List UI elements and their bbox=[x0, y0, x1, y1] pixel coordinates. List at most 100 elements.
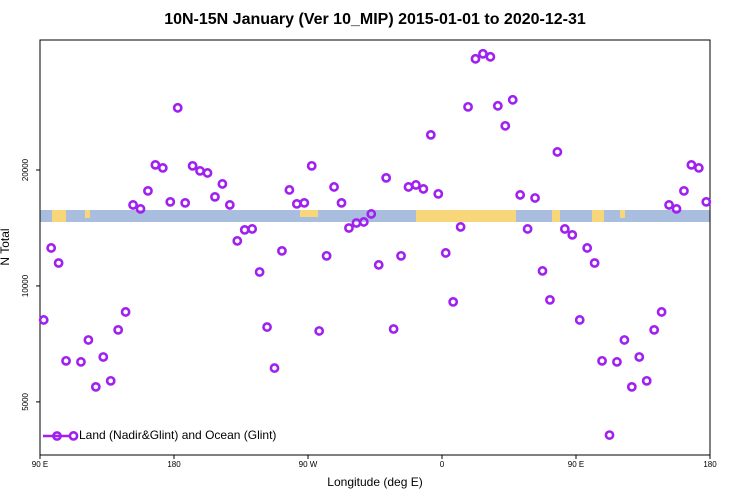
data-point bbox=[150, 159, 161, 170]
data-point bbox=[515, 190, 526, 200]
data-point bbox=[187, 160, 198, 171]
data-point bbox=[537, 266, 548, 276]
data-point bbox=[46, 243, 57, 253]
data-point bbox=[507, 94, 518, 105]
data-point bbox=[559, 224, 570, 234]
x-tick-label: 90 W bbox=[299, 460, 318, 469]
data-point bbox=[567, 229, 578, 240]
data-point bbox=[448, 297, 459, 307]
data-point bbox=[686, 159, 697, 170]
data-point bbox=[239, 224, 250, 235]
data-point bbox=[306, 160, 317, 171]
data-point bbox=[485, 51, 496, 62]
data-point bbox=[478, 48, 488, 59]
chart-title: 10N-15N January (Ver 10_MIP) 2015-01-01 … bbox=[164, 11, 586, 28]
x-tick-label: 180 bbox=[703, 460, 717, 469]
data-point bbox=[53, 258, 64, 268]
data-point bbox=[90, 381, 101, 392]
y-tick-label: 10000 bbox=[21, 274, 30, 297]
data-point bbox=[247, 224, 258, 234]
data-point bbox=[232, 235, 243, 246]
data-point bbox=[329, 182, 339, 192]
data-point bbox=[299, 197, 310, 208]
data-point bbox=[612, 357, 622, 367]
data-point bbox=[76, 357, 86, 367]
data-point bbox=[388, 324, 399, 334]
data-point bbox=[113, 324, 124, 335]
plot-frame bbox=[39, 39, 711, 456]
data-point bbox=[418, 184, 429, 194]
data-point bbox=[381, 172, 392, 183]
data-point bbox=[120, 307, 131, 317]
data-point bbox=[649, 324, 660, 335]
data-point bbox=[582, 243, 593, 253]
data-point bbox=[284, 185, 295, 195]
data-point bbox=[701, 196, 712, 207]
y-tick-label: 5000 bbox=[21, 392, 30, 410]
data-point bbox=[455, 222, 466, 232]
data-point bbox=[157, 163, 168, 173]
data-point bbox=[552, 147, 563, 157]
x-tick-label: 90 E bbox=[32, 460, 48, 469]
data-point bbox=[195, 166, 205, 176]
data-point bbox=[396, 250, 406, 261]
data-point bbox=[224, 200, 235, 210]
data-point bbox=[83, 335, 94, 345]
data-point bbox=[291, 198, 302, 209]
data-point bbox=[135, 203, 146, 214]
data-point bbox=[217, 179, 228, 189]
data-point bbox=[165, 196, 176, 207]
data-point bbox=[180, 197, 191, 208]
data-point bbox=[604, 430, 615, 440]
y-axis-label: N Total bbox=[0, 228, 12, 265]
data-point bbox=[589, 258, 600, 268]
data-point bbox=[492, 100, 503, 111]
data-point bbox=[61, 355, 71, 366]
y-tick-label: 20000 bbox=[21, 158, 30, 181]
data-point bbox=[433, 188, 444, 199]
data-point bbox=[210, 191, 220, 202]
x-tick-label: 180 bbox=[167, 460, 181, 469]
data-point bbox=[344, 223, 354, 233]
data-point bbox=[656, 307, 667, 317]
data-point bbox=[105, 375, 116, 386]
data-point bbox=[128, 200, 138, 210]
data-point bbox=[351, 218, 362, 228]
data-point bbox=[269, 363, 280, 373]
data-point bbox=[277, 246, 287, 256]
legend-marker bbox=[52, 431, 62, 441]
legend-label: Land (Nadir&Glint) and Ocean (Glint) bbox=[79, 428, 276, 442]
data-point bbox=[321, 250, 332, 261]
data-point bbox=[366, 209, 377, 219]
data-point bbox=[671, 203, 682, 214]
data-point bbox=[425, 129, 436, 140]
data-point bbox=[641, 375, 652, 386]
data-point bbox=[597, 355, 607, 366]
data-point bbox=[619, 335, 630, 345]
data-point bbox=[314, 326, 325, 336]
data-point bbox=[411, 180, 421, 190]
data-point bbox=[440, 248, 451, 258]
x-tick-label: 0 bbox=[440, 460, 445, 469]
data-point bbox=[98, 352, 109, 362]
data-point bbox=[143, 185, 153, 196]
x-axis-label: Longitude (deg E) bbox=[327, 475, 422, 489]
data-point bbox=[470, 53, 481, 64]
data-point bbox=[403, 182, 414, 192]
data-point bbox=[679, 185, 689, 196]
data-point bbox=[373, 260, 384, 270]
data-point bbox=[463, 101, 473, 112]
data-point bbox=[202, 168, 213, 178]
data-point bbox=[574, 315, 585, 325]
data-point bbox=[172, 102, 183, 113]
data-point bbox=[254, 267, 265, 277]
data-point bbox=[693, 163, 704, 173]
data-point bbox=[500, 120, 511, 131]
data-point bbox=[336, 197, 347, 208]
x-tick-label: 90 E bbox=[568, 460, 584, 469]
data-point bbox=[522, 224, 533, 234]
data-point bbox=[262, 322, 272, 332]
data-point bbox=[634, 352, 645, 362]
data-point bbox=[626, 381, 637, 392]
